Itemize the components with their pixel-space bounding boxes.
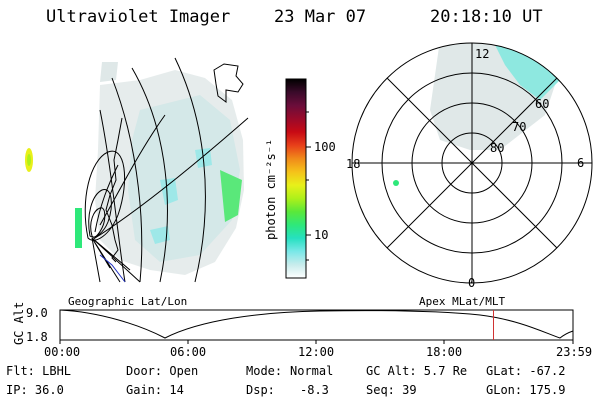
polar-spot [393, 180, 399, 186]
mlt-label-top: 12 [475, 47, 490, 61]
filter-info: Flt: LBHL [6, 364, 72, 378]
mode-value: Normal [290, 364, 334, 378]
mlt-label-bottom: 0 [468, 276, 476, 290]
gain-info: Gain: 14 [126, 383, 184, 397]
dsp-label: Dsp: [246, 383, 275, 397]
lon-line-3 [111, 77, 143, 283]
altitude-ymin: 1.8 [26, 330, 48, 344]
emission-edge-right [220, 170, 242, 222]
colorbar-rect [285, 78, 307, 279]
geographic-caption: Geographic Lat/Lon [68, 295, 188, 308]
mlt-label-left: 18 [346, 157, 361, 171]
colorbar [285, 78, 311, 279]
emission-brighter [128, 95, 240, 262]
door-info: Door: Open [126, 364, 199, 378]
green-strip [75, 208, 82, 248]
ip-info: IP: 36.0 [6, 383, 64, 397]
bright-spot-left-core [27, 154, 31, 166]
emission-speckles [150, 148, 212, 244]
altitude-plot [59, 309, 574, 344]
colorbar-unit-label: photon cm⁻²s⁻¹ [264, 138, 278, 240]
time-label: 20:18:10 UT [430, 7, 543, 27]
colorbar-tick-label-100: 100 [314, 140, 336, 154]
glat-info: GLat: -67.2 [486, 364, 566, 378]
date-label: 23 Mar 07 [274, 7, 367, 27]
coastline [105, 117, 123, 263]
altitude-plot-frame [59, 309, 574, 341]
blue-track [99, 254, 126, 283]
x-tick-label-4: 23:59 [556, 345, 593, 359]
lat-line-3 [94, 164, 119, 233]
mlt-label-right: 6 [577, 156, 585, 170]
x-tick-label-2: 12:00 [298, 345, 335, 359]
lat-line-2 [99, 114, 166, 226]
glon-info: GLon: 175.9 [486, 383, 566, 397]
polar-plot [351, 42, 593, 284]
altitude-ymax: 9.0 [26, 306, 48, 320]
instrument-title: Ultraviolet Imager [46, 7, 231, 27]
altitude-curve [59, 309, 574, 339]
x-tick-label-1: 06:00 [170, 345, 207, 359]
lat-ellipse-2 [88, 189, 112, 238]
coastline-2 [213, 63, 244, 103]
lon-line-2 [131, 67, 168, 283]
geographic-image [25, 57, 249, 283]
gc-alt-info: GC Alt: 5.7 Re [366, 364, 468, 378]
lat-label-80: 80 [490, 141, 505, 155]
mode-label: Mode: [246, 364, 283, 378]
dsp-value: -8.3 [300, 383, 329, 397]
colorbar-tick-label-10: 10 [314, 228, 329, 242]
altitude-ylabel: GC Alt [12, 301, 26, 345]
lon-line-1 [174, 57, 206, 283]
seq-info: Seq: 39 [366, 383, 417, 397]
lat-line-1 [91, 117, 249, 241]
lat-label-70: 70 [512, 120, 527, 134]
x-tick-label-3: 18:00 [426, 345, 463, 359]
lat-ellipse-3 [90, 207, 106, 238]
polar-diag-2 [386, 77, 558, 249]
emission-patch-top [100, 62, 118, 82]
lat-label-60: 60 [535, 97, 550, 111]
polar-caption: Apex MLat/MLT [419, 295, 506, 308]
lat-ellipse-1 [84, 150, 126, 241]
x-tick-label-0: 00:00 [44, 345, 81, 359]
